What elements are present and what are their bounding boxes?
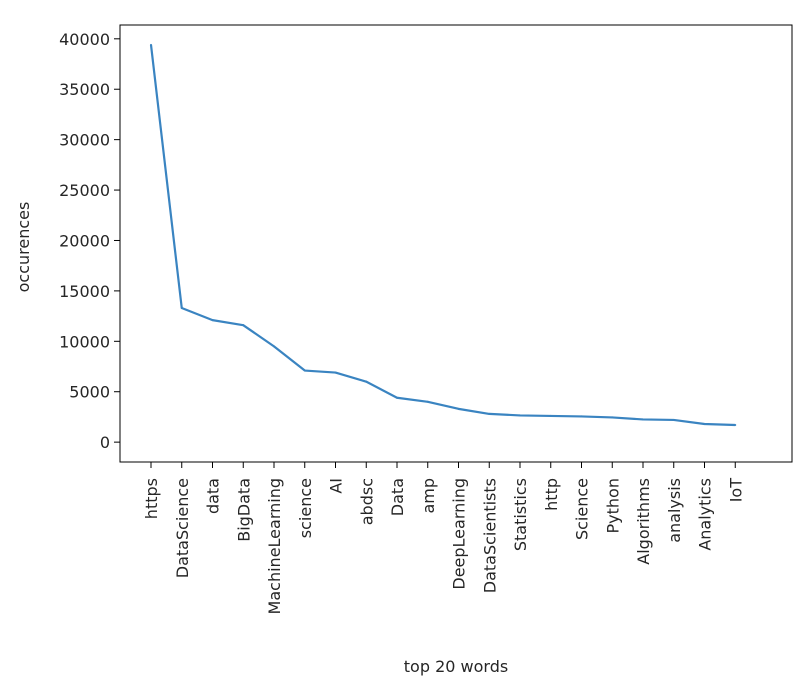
x-tick-label: DataScientists <box>480 478 499 593</box>
plot-area <box>119 24 793 463</box>
x-tick-label: Statistics <box>511 478 530 551</box>
data-point <box>488 412 491 415</box>
x-tick-label: AI <box>327 478 346 494</box>
data-points <box>150 43 737 426</box>
x-tick-label: amp <box>419 478 438 514</box>
y-tick-label: 30000 <box>59 131 110 150</box>
data-point <box>672 418 675 421</box>
data-point <box>426 400 429 403</box>
x-tick-label: Algorithms <box>634 478 653 565</box>
y-tick-label: 35000 <box>59 80 110 99</box>
x-tick-label: Analytics <box>696 478 715 551</box>
x-tick-label: MachineLearning <box>265 478 284 614</box>
data-point <box>703 422 706 425</box>
x-tick-label: DeepLearning <box>450 478 469 590</box>
x-tick-label: http <box>542 478 561 511</box>
x-tick-label: BigData <box>234 478 253 542</box>
data-point <box>396 396 398 399</box>
data-point <box>549 414 552 417</box>
x-tick-label: IoT <box>726 478 745 503</box>
data-point <box>457 407 460 410</box>
y-tick-label: 5000 <box>69 383 110 402</box>
data-point <box>180 307 183 310</box>
x-tick-label: science <box>296 478 315 538</box>
data-point <box>365 380 368 383</box>
x-tick-label: analysis <box>665 478 684 543</box>
x-tick-label: DataScience <box>173 478 192 578</box>
data-point <box>211 319 214 322</box>
data-point <box>273 345 275 348</box>
data-point <box>734 423 737 426</box>
x-axis-label: top 20 words <box>404 657 508 676</box>
y-tick-label: 20000 <box>59 231 110 250</box>
x-tick-label: Science <box>573 478 592 540</box>
data-point <box>642 418 644 421</box>
series-line <box>149 44 736 427</box>
data-point <box>303 369 306 372</box>
y-tick-label: 15000 <box>59 282 110 301</box>
data-point <box>242 324 245 327</box>
x-tick-label: https <box>142 478 161 519</box>
data-point <box>519 414 521 417</box>
x-tick-label: Python <box>603 478 622 533</box>
data-point <box>580 415 583 418</box>
x-tick-label: data <box>204 478 223 514</box>
x-axis: https DataScience data BigData MachineLearni… <box>142 462 745 614</box>
y-tick-label: 40000 <box>59 30 110 49</box>
y-axis: 0 5000 10000 15000 20000 25000 30000 35000 40000 <box>59 30 120 452</box>
x-tick-label: Data <box>388 478 407 516</box>
y-tick-label: 25000 <box>59 181 110 200</box>
data-point <box>334 371 337 374</box>
y-axis-label: occurences <box>14 202 33 293</box>
data-point <box>611 416 614 419</box>
y-tick-label: 0 <box>100 433 110 452</box>
y-tick-label: 10000 <box>59 332 110 351</box>
x-tick-label: abdsc <box>357 478 376 525</box>
data-point <box>150 43 152 46</box>
